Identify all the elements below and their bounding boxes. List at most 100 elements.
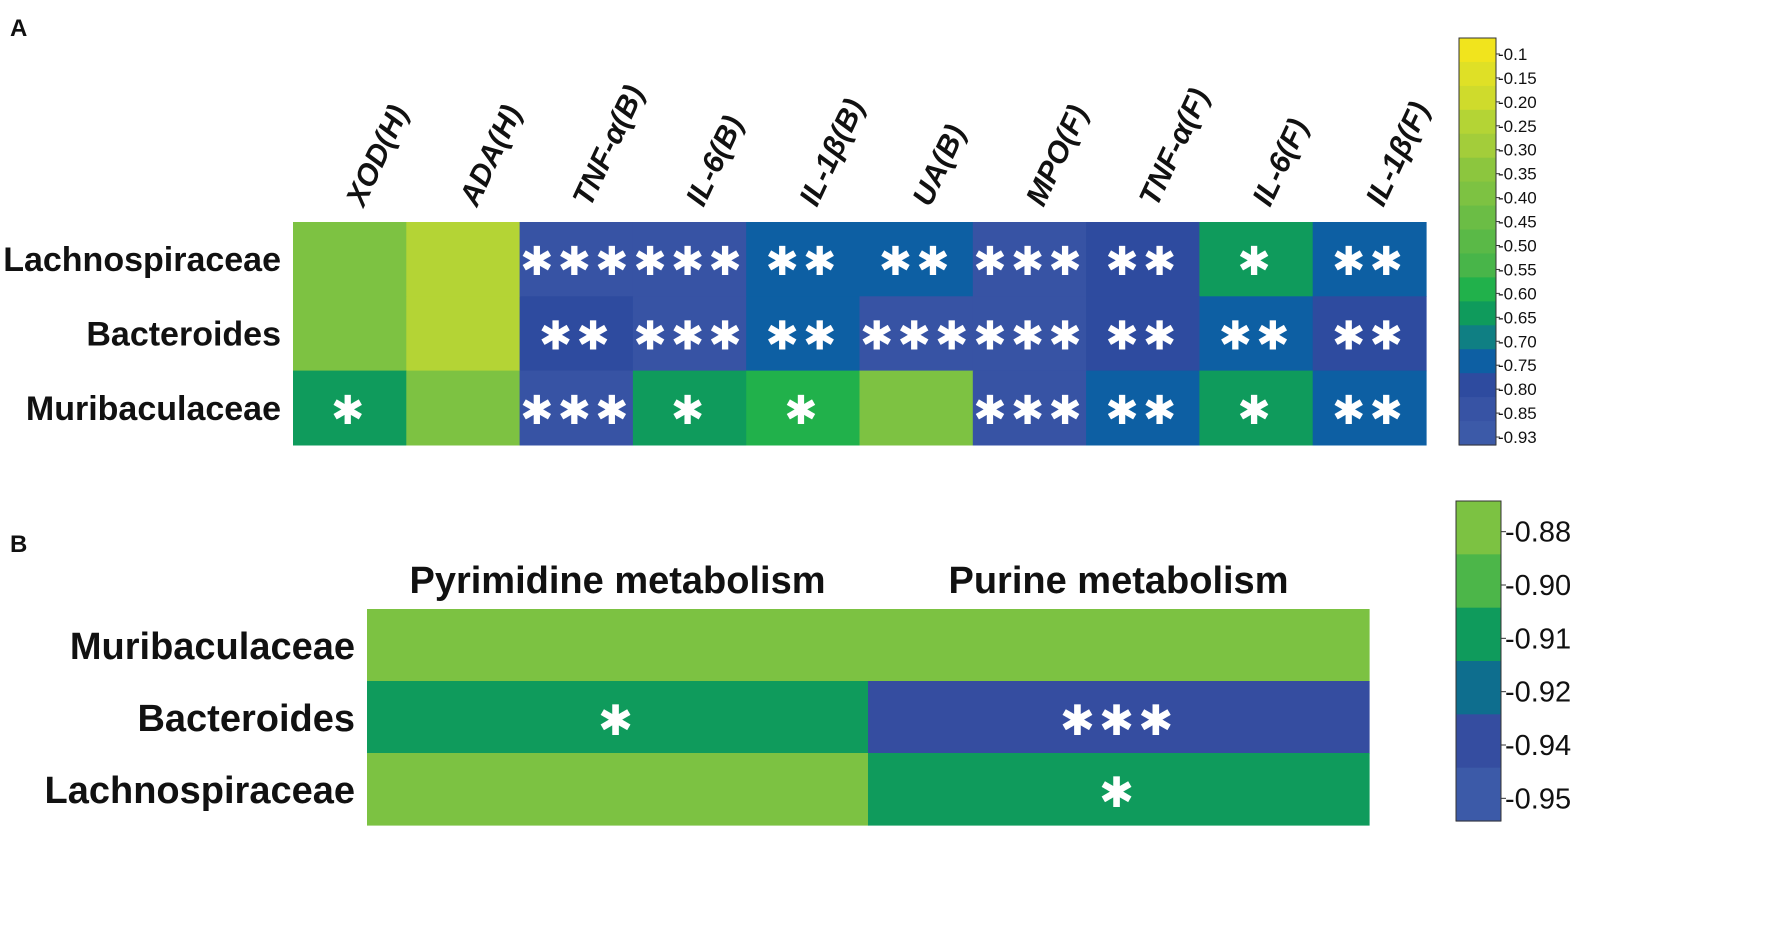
heatmap-a-column-label: ADA(H)	[453, 100, 528, 212]
colorbar-a-tick-label: -0.85	[1498, 404, 1537, 423]
heatmap-a-significance: ✱	[1237, 239, 1275, 285]
colorbar-a-tick-label: -0.30	[1498, 141, 1537, 160]
heatmap-a-significance: ✱✱✱	[520, 388, 633, 434]
heatmap-a-cell	[293, 222, 407, 297]
colorbar-a-swatch	[1459, 61, 1496, 87]
colorbar-a-tick-label: -0.1	[1498, 45, 1527, 64]
heatmap-b-row-label: Bacteroides	[137, 698, 355, 740]
heatmap-a-significance: ✱✱	[1105, 239, 1180, 285]
heatmap-a-cell	[1086, 222, 1200, 297]
heatmap-a-significance: ✱✱✱	[520, 239, 633, 285]
colorbar-b-swatch	[1456, 661, 1501, 715]
colorbar-b-swatch	[1456, 767, 1501, 822]
heatmap-b-cell	[868, 681, 1370, 754]
colorbar-a-swatch	[1459, 38, 1496, 63]
colorbar-a-tick-label: -0.40	[1498, 189, 1537, 208]
colorbar-a-swatch	[1459, 133, 1496, 159]
heatmap-a-row-label: Lachnospiraceae	[3, 241, 281, 279]
panel-label-a: A	[10, 15, 27, 42]
colorbar-b-tick-label: -0.90	[1505, 570, 1571, 602]
heatmap-b-cell	[868, 609, 1370, 682]
heatmap-a: ✱✱✱ ✱✱✱ ✱✱ ✱✱ ✱✱✱ ✱✱ ✱ ✱✱Lachnospiraceae✱✱ ✱✱✱ ✱✱…	[3, 80, 1437, 446]
heatmap-b-significance: ✱	[598, 696, 637, 745]
colorbar-a-frame	[1458, 37, 1497, 446]
heatmap-a-row-label: Muribaculaceae	[26, 390, 281, 428]
heatmap-a-cell	[632, 296, 747, 372]
colorbar-b-swatch	[1456, 501, 1501, 555]
heatmap-a-significance: ✱✱	[1332, 239, 1407, 285]
heatmap-a-cell	[632, 222, 747, 297]
colorbar-a-swatch	[1459, 229, 1496, 255]
heatmap-a-cell	[632, 370, 747, 446]
heatmap-a-cell	[1312, 370, 1427, 446]
colorbar-a-swatch	[1459, 373, 1496, 398]
heatmap-b-cell	[367, 681, 869, 754]
heatmap-a-significance: ✱✱✱	[633, 239, 746, 285]
heatmap-a-cell	[1199, 222, 1314, 297]
colorbar-a-tick-label: -0.70	[1498, 332, 1537, 351]
heatmap-a-cell	[972, 296, 1087, 372]
colorbar-b-swatch	[1456, 714, 1501, 769]
heatmap-a-cell	[519, 222, 634, 297]
heatmap-a-column-label: TNF-α(F)	[1133, 84, 1216, 211]
heatmap-a-significance: ✱✱✱	[973, 388, 1086, 434]
colorbar-a-swatch	[1459, 205, 1496, 231]
heatmap-a-column-label: TNF-α(B)	[567, 80, 651, 210]
colorbar-b-swatch	[1456, 554, 1501, 609]
colorbar-a-swatch	[1459, 325, 1496, 350]
colorbar-a-swatch	[1459, 349, 1496, 374]
heatmap-a-significance: ✱	[784, 388, 822, 434]
heatmap-a-significance: ✱✱✱	[973, 239, 1086, 285]
heatmap-a-column-label: IL-1β(B)	[793, 94, 871, 211]
colorbar-a-tick-label: -0.93	[1498, 428, 1537, 447]
colorbar-b-tick-label: -0.88	[1505, 517, 1571, 549]
heatmap-a-significance: ✱	[671, 388, 709, 434]
colorbar-a-tick-label: -0.45	[1498, 213, 1537, 232]
heatmap-a-column-label: IL-6(B)	[680, 111, 750, 211]
colorbar-a-tick-label: -0.75	[1498, 356, 1537, 375]
colorbar-a-swatch	[1459, 85, 1496, 111]
colorbar-a-tick-label: -0.50	[1498, 237, 1537, 256]
heatmap-b-row-label: Lachnospiraceae	[45, 770, 355, 812]
heatmap-a-significance: ✱	[1237, 388, 1275, 434]
heatmap-a-cell	[746, 370, 861, 446]
heatmap-a-cell	[746, 296, 861, 372]
heatmap-a-cell	[519, 296, 634, 372]
heatmap-a-cell	[1312, 296, 1427, 372]
colorbar-a-tick-label: -0.60	[1498, 284, 1537, 303]
heatmap-a-significance: ✱✱✱	[973, 313, 1086, 359]
heatmap-b-column-label: Purine metabolism	[949, 560, 1289, 602]
colorbar-a-swatch	[1459, 181, 1496, 207]
heatmap-a-cell	[859, 370, 974, 446]
colorbar-a-tick-label: -0.55	[1498, 260, 1537, 279]
heatmap-b-cell	[868, 753, 1370, 826]
panel-label-b: B	[10, 531, 27, 558]
heatmap-a-cell	[1199, 296, 1314, 372]
heatmap-a-significance: ✱✱✱	[860, 313, 973, 359]
heatmap-b-cell	[367, 609, 869, 682]
heatmap-a-significance: ✱✱	[765, 313, 840, 359]
heatmap-a-significance: ✱✱	[879, 239, 954, 285]
heatmap-a-cell	[519, 370, 634, 446]
heatmap-a-significance: ✱✱	[1332, 388, 1407, 434]
heatmap-b-significance: ✱	[1099, 768, 1138, 817]
colorbar-a-tick-label: -0.25	[1498, 117, 1537, 136]
heatmap-a-cell	[406, 222, 521, 297]
colorbar-a-swatch	[1459, 397, 1496, 422]
heatmap-a-significance: ✱	[331, 388, 369, 434]
colorbar-b-tick-label: -0.94	[1505, 730, 1571, 762]
heatmap-a-cell	[859, 296, 974, 372]
heatmap-b: Muribaculaceae✱ ✱✱✱Bacteroides✱Lachnospir…	[45, 560, 1370, 826]
colorbar-a-swatch	[1459, 421, 1496, 446]
heatmap-b-column-label: Pyrimidine metabolism	[409, 560, 825, 602]
heatmap-a-cell	[406, 370, 521, 446]
heatmap-a-cell	[746, 222, 861, 297]
heatmap-a-cell	[293, 296, 407, 372]
heatmap-a-column-label: IL-6(F)	[1246, 114, 1315, 211]
colorbar-a-tick-label: -0.15	[1498, 69, 1537, 88]
heatmap-b-significance: ✱✱✱	[1060, 696, 1178, 745]
heatmap-a-column-label: IL-1β(F)	[1360, 97, 1437, 211]
heatmap-a-column-label: XOD(H)	[339, 100, 415, 212]
heatmap-a-cell	[1312, 222, 1427, 297]
